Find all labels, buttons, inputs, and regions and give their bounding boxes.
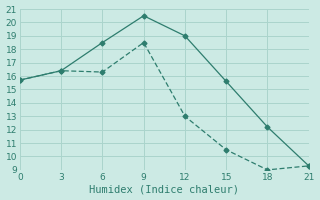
X-axis label: Humidex (Indice chaleur): Humidex (Indice chaleur): [89, 184, 239, 194]
